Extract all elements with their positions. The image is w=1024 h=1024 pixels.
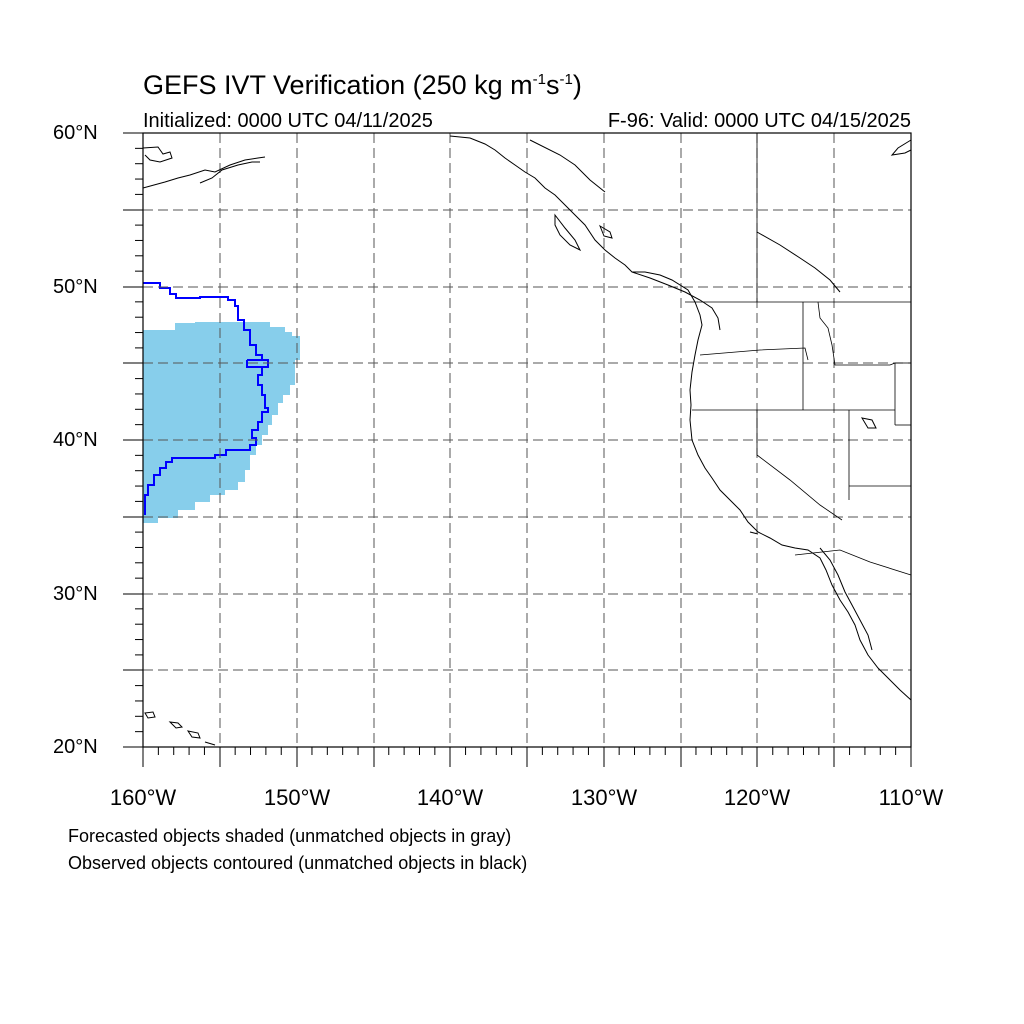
minor-axis-ticks (135, 147, 897, 755)
lon-label-130w: 130°W (570, 785, 638, 810)
legend-observed-note: Observed objects contoured (unmatched ob… (68, 853, 528, 873)
lat-label-20: 20°N (53, 736, 98, 758)
legend-forecast-note: Forecasted objects shaded (unmatched obj… (68, 826, 512, 846)
lat-label-50: 50°N (53, 276, 98, 298)
lon-label-110w: 110°W (878, 785, 944, 810)
axis-ticks (123, 132, 912, 767)
valid-time-label: F-96: Valid: 0000 UTC 04/15/2025 (607, 110, 911, 132)
initialized-label: Initialized: 0000 UTC 04/11/2025 (143, 110, 433, 132)
forecast-object-shading (143, 322, 300, 523)
observed-object-contour (143, 282, 269, 515)
lon-label-150w: 150°W (263, 785, 331, 810)
map-title: GEFS IVT Verification (250 kg m-1s-1) (143, 70, 582, 100)
lon-label-160w: 160°W (109, 785, 177, 810)
lon-label-140w: 140°W (416, 785, 484, 810)
lon-label-120w: 120°W (723, 785, 791, 810)
lat-label-40: 40°N (53, 429, 98, 451)
lat-label-30: 30°N (53, 583, 98, 605)
observed-object-notch (246, 359, 269, 368)
coastlines (142, 135, 912, 746)
lat-label-60: 60°N (53, 122, 98, 144)
graticule (143, 133, 911, 747)
political-boundaries (685, 133, 912, 576)
